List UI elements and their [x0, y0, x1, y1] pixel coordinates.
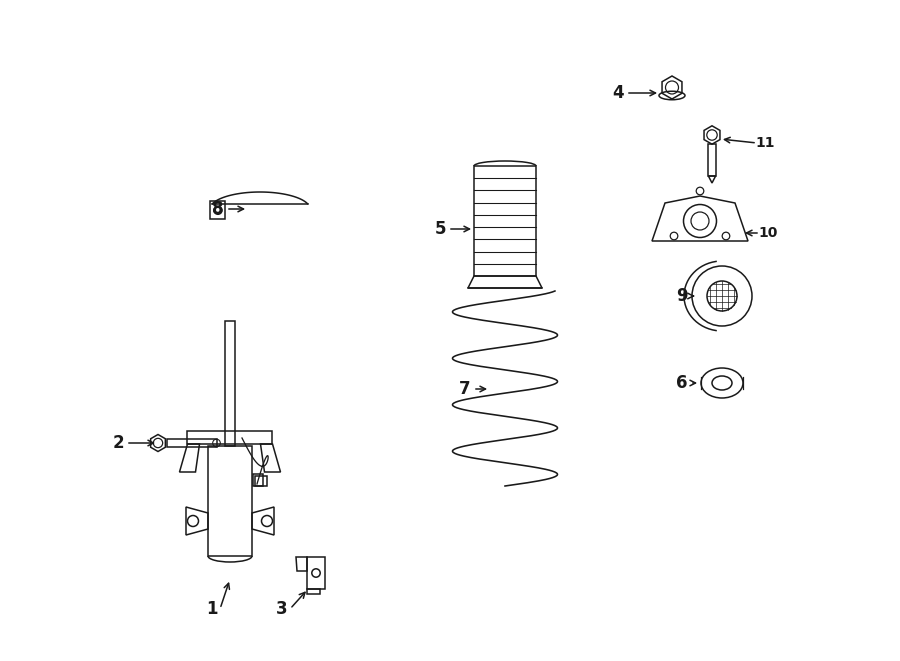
- Text: 2: 2: [112, 434, 124, 452]
- Text: 4: 4: [612, 84, 624, 102]
- Text: 11: 11: [755, 136, 775, 150]
- Text: 8: 8: [212, 200, 224, 218]
- Text: 3: 3: [276, 600, 288, 618]
- Text: 5: 5: [435, 220, 446, 238]
- Text: 10: 10: [759, 226, 778, 240]
- Text: 6: 6: [676, 374, 688, 392]
- Text: 9: 9: [676, 287, 688, 305]
- Text: 7: 7: [459, 380, 471, 398]
- Text: 1: 1: [206, 600, 218, 618]
